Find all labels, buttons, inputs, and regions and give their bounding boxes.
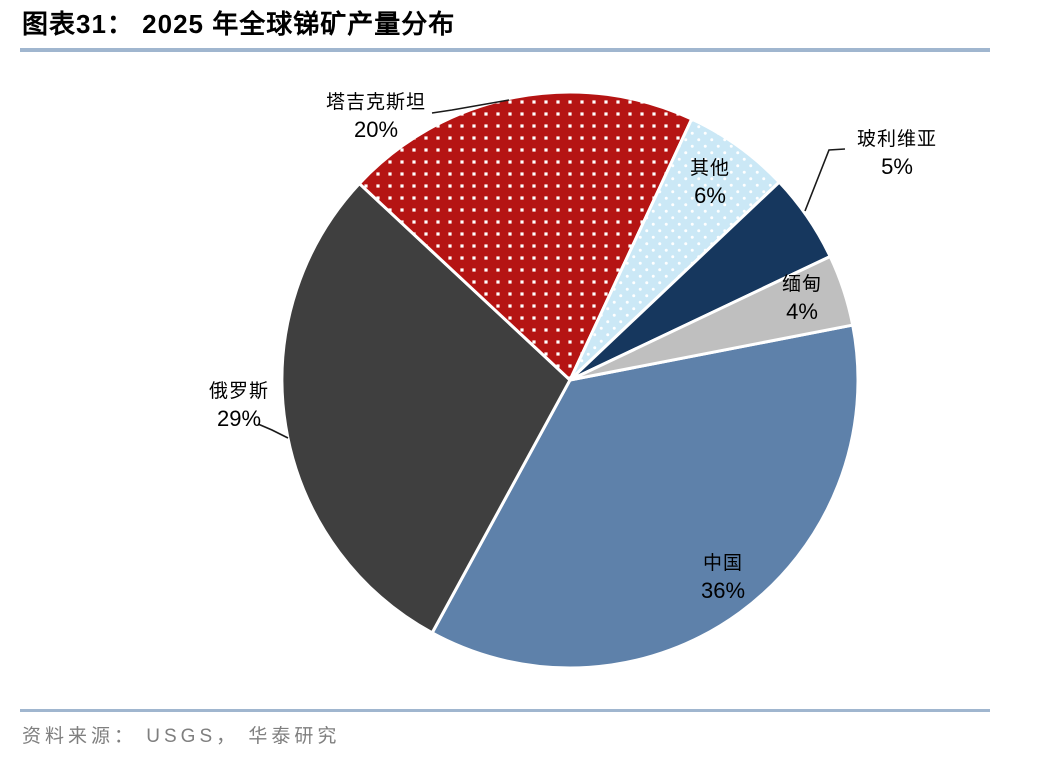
- pie-slice-中国: [430, 323, 860, 670]
- leader-line-russia: [257, 423, 289, 439]
- footer-rule: [20, 709, 990, 712]
- pie-slice-缅甸: [568, 254, 855, 382]
- leader-line-tajikistan: [431, 99, 510, 114]
- pie-slice-俄罗斯: [280, 182, 572, 635]
- pie-slices: [280, 90, 860, 670]
- title-rule: [20, 48, 990, 52]
- source-note: 资料来源： USGS， 华泰研究: [22, 726, 341, 747]
- figure-title: 图表31： 2025 年全球锑矿产量分布: [22, 9, 456, 39]
- pie-slice-塔吉克斯坦: [357, 90, 694, 382]
- leader-line-bolivia: [804, 148, 846, 212]
- leader-lines: [257, 99, 846, 439]
